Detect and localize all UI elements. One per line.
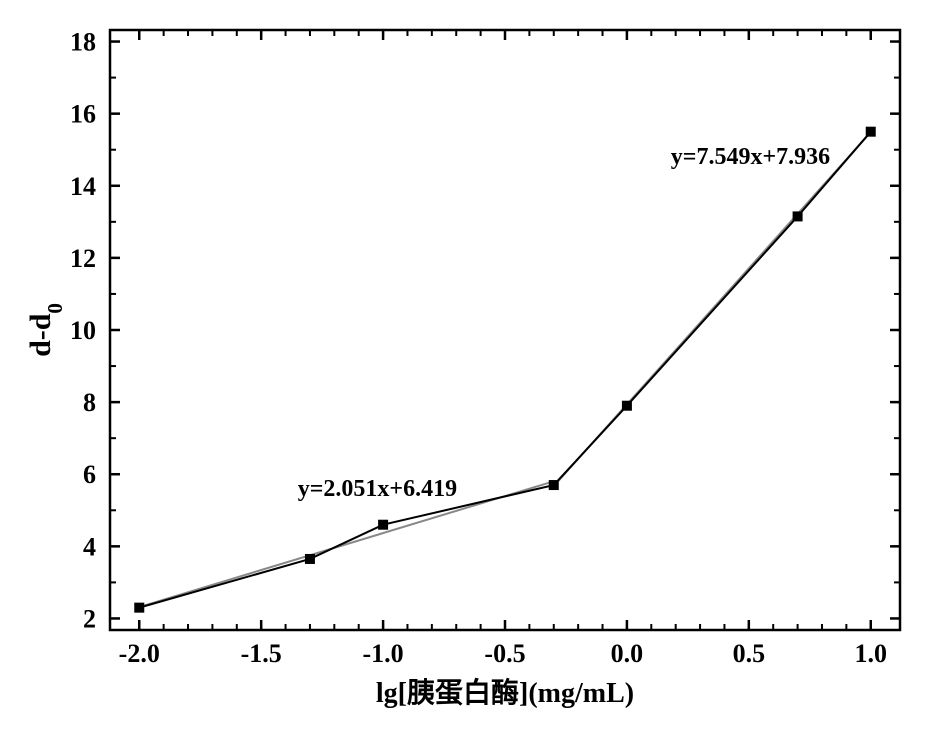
y-tick-label: 16	[70, 100, 96, 129]
data-marker	[622, 401, 632, 411]
x-tick-label: -2.0	[119, 639, 160, 668]
y-tick-label: 14	[70, 172, 96, 201]
y-tick-label: 10	[70, 316, 96, 345]
chart-container: -2.0 -1.5 -1.0 -0.5 0.0 0.5 1.0 2 4 6 8 10 12 14 16 18 y…	[0, 0, 940, 736]
y-axis-label: d-d0	[24, 303, 67, 357]
x-tick-label: 1.0	[854, 639, 887, 668]
x-tick-label: 0.5	[733, 639, 766, 668]
data-line	[139, 132, 870, 608]
y-tick-label: 18	[70, 28, 96, 57]
x-tick-label: 0.0	[611, 639, 644, 668]
x-tick-label: -1.5	[241, 639, 282, 668]
equation-annotation-1: y=7.549x+7.936	[671, 144, 830, 170]
data-marker	[549, 480, 559, 490]
data-marker	[305, 554, 315, 564]
equation-annotation-0: y=2.051x+6.419	[298, 476, 457, 502]
data-marker	[866, 127, 876, 137]
y-tick-label: 4	[83, 532, 96, 561]
x-tick-label: -1.0	[363, 639, 404, 668]
x-axis-label: lg[胰蛋白酶](mg/mL)	[376, 676, 634, 709]
y-tick-label: 2	[83, 604, 96, 633]
y-tick-label: 12	[70, 244, 96, 273]
plot-frame	[110, 30, 900, 630]
data-marker	[378, 520, 388, 530]
chart-svg: -2.0 -1.5 -1.0 -0.5 0.0 0.5 1.0 2 4 6 8 10 12 14 16 18 y…	[0, 0, 940, 736]
data-marker	[793, 211, 803, 221]
y-tick-label: 6	[83, 460, 96, 489]
x-tick-label: -0.5	[484, 639, 525, 668]
data-marker	[134, 603, 144, 613]
y-tick-label: 8	[83, 388, 96, 417]
